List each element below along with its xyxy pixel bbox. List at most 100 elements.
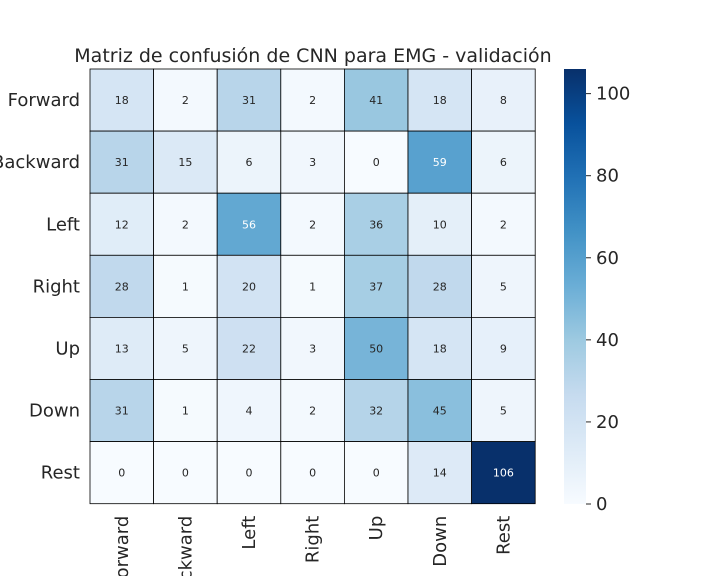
cell-value-label: 0 [118,467,125,480]
row-label-rest: Rest [41,463,80,484]
cell-value-label: 50 [369,342,383,355]
cell-value-label: 13 [115,342,129,355]
cell-value-label: 2 [182,94,189,107]
cell-value-label: 5 [182,342,189,355]
cell-value-label: 2 [309,94,316,107]
colorbar-tick-label: 20 [596,412,619,433]
heatmap-cell-backward-forward [89,130,154,194]
cell-value-label: 31 [115,405,129,418]
heatmap-cells: 18 2 31 2 41 18 831 15 6 3 0 59 612 2 56 2 36 10 228 1 20 1 37… [89,68,536,505]
row-label-down: Down [29,401,80,422]
cell-value-label: 45 [433,405,447,418]
cell-value-label: 0 [309,467,316,480]
cell-value-label: 12 [115,218,129,231]
column-labels: Forward Backward Left Right Up Down Rest [112,516,515,576]
heatmap-cell-right-forward [89,254,154,318]
cell-value-label: 20 [242,280,256,293]
heatmap-cell-left-rest [471,192,536,256]
cell-value-label: 0 [373,156,380,169]
column-label-up: Up [366,516,387,541]
colorbar-tick-label: 0 [596,494,607,515]
cell-value-label: 2 [309,218,316,231]
cell-value-label: 1 [182,280,189,293]
cell-value-label: 28 [115,280,129,293]
heatmap-cell-forward-forward [89,68,154,132]
cell-value-label: 0 [182,467,189,480]
cell-value-label: 106 [493,467,514,480]
cell-value-label: 10 [433,218,447,231]
heatmap-cell-rest-right [280,441,345,505]
colorbar-gradient [564,69,586,504]
heatmap-cell-down-right [280,379,345,442]
cell-value-label: 18 [433,94,447,107]
cell-value-label: 15 [178,156,192,169]
cell-value-label: 2 [309,405,316,418]
heatmap-cell-up-rest [471,316,536,380]
heatmap-cell-rest-left [216,441,282,505]
cell-value-label: 32 [369,405,383,418]
heatmap-cell-up-left [216,316,282,380]
column-label-right: Right [303,516,324,563]
chart-title: Matriz de confusión de CNN para EMG - va… [74,45,551,67]
cell-value-label: 59 [433,156,447,169]
cell-value-label: 6 [500,156,507,169]
column-label-left: Left [239,516,260,550]
cell-value-label: 2 [500,218,507,231]
heatmap-cell-backward-down [407,130,472,194]
heatmap-cell-left-right [280,192,345,256]
cell-value-label: 3 [309,156,316,169]
column-label-down: Down [430,516,451,567]
heatmap-cell-rest-up [343,441,409,505]
cell-value-label: 28 [433,280,447,293]
heatmap-cell-left-down [407,192,472,256]
cell-value-label: 56 [242,218,256,231]
heatmap-cell-down-rest [471,379,536,442]
heatmap-cell-backward-up [343,130,409,194]
cell-value-label: 1 [182,405,189,418]
heatmap-cell-forward-right [280,68,345,132]
cell-value-label: 5 [500,405,507,418]
cell-value-label: 1 [309,280,316,293]
cell-value-label: 4 [246,405,253,418]
colorbar: 0 20 40 60 80 100 [564,69,630,515]
cell-value-label: 31 [242,94,256,107]
colorbar-tick-label: 60 [596,248,619,269]
colorbar-tick-label: 100 [596,84,630,105]
heatmap-cell-rest-rest [471,441,536,505]
heatmap-cell-left-up [343,192,409,256]
heatmap-cell-forward-down [407,68,472,132]
heatmap-cell-backward-rest [471,130,536,194]
cell-value-label: 14 [433,467,447,480]
heatmap-cell-right-right [280,254,345,318]
heatmap-cell-forward-left [216,68,282,132]
heatmap-cell-rest-down [407,441,472,505]
heatmap-cell-right-backward [153,254,218,318]
heatmap-cell-down-left [216,379,282,442]
cell-value-label: 36 [369,218,383,231]
heatmap-cell-forward-backward [153,68,218,132]
heatmap-cell-down-forward [89,379,154,442]
row-label-forward: Forward [8,90,80,111]
cell-value-label: 0 [246,467,253,480]
cell-value-label: 2 [182,218,189,231]
heatmap-cell-backward-left [216,130,282,194]
row-label-up: Up [55,338,80,359]
column-label-backward: Backward [175,516,196,576]
cell-value-label: 6 [246,156,253,169]
cell-value-label: 41 [369,94,383,107]
cell-value-label: 0 [373,467,380,480]
cell-value-label: 18 [115,94,129,107]
heatmap-cell-right-down [407,254,472,318]
heatmap-cell-left-left [216,192,282,256]
heatmap-cell-right-rest [471,254,536,318]
colorbar-tick-label: 40 [596,330,619,351]
cell-value-label: 8 [500,94,507,107]
cell-value-label: 22 [242,342,256,355]
heatmap-cell-down-up [343,379,409,442]
colorbar-tick-label: 80 [596,166,619,187]
heatmap-cell-rest-forward [89,441,154,505]
cell-value-label: 37 [369,280,383,293]
column-label-rest: Rest [493,516,514,555]
cell-value-label: 3 [309,342,316,355]
